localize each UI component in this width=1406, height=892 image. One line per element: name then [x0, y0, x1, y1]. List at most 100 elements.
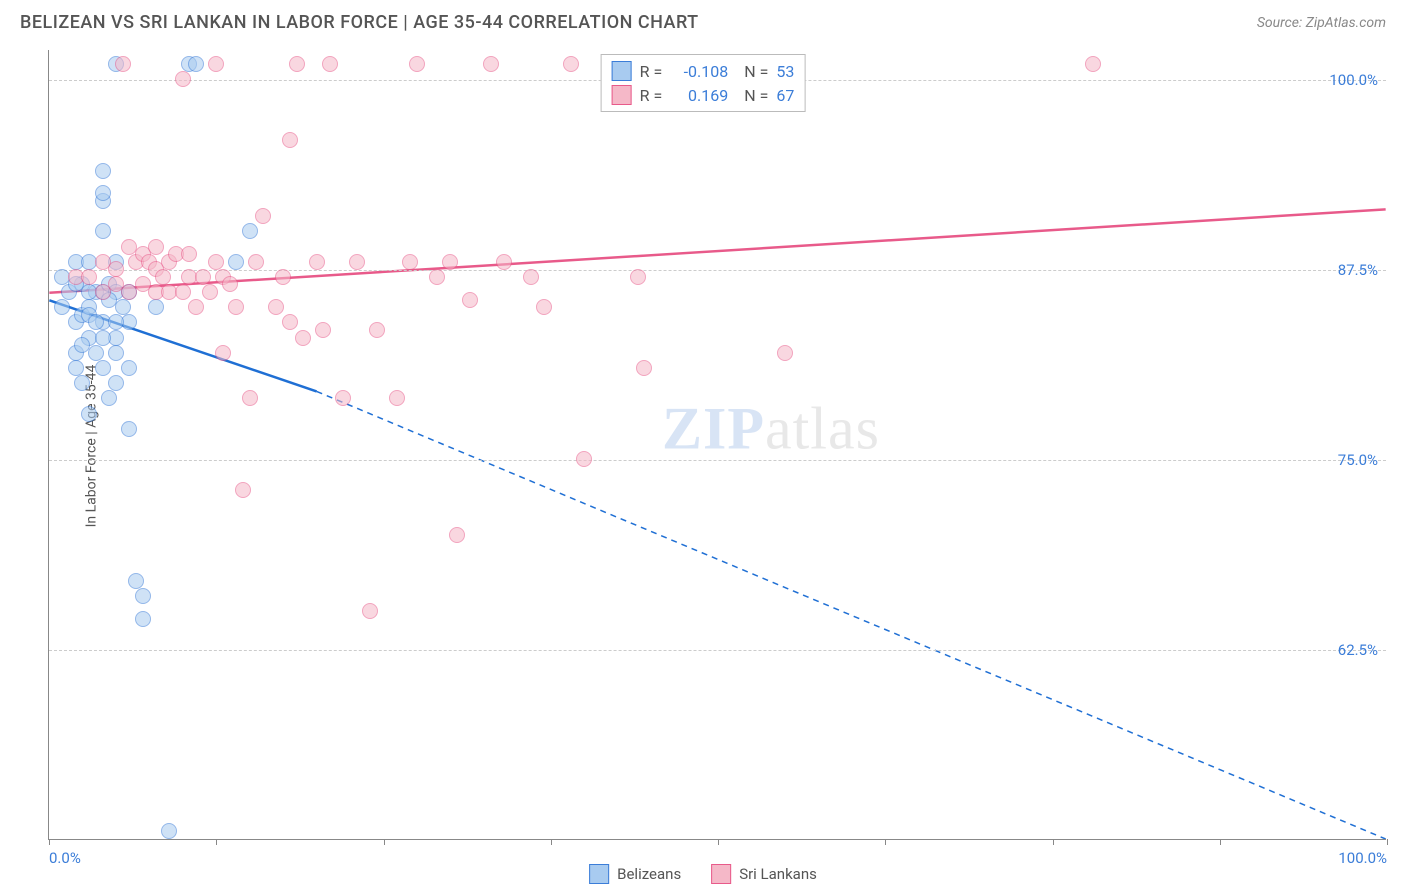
legend-item-belizeans: Belizeans: [589, 864, 681, 884]
watermark: ZIPatlas: [662, 394, 880, 463]
scatter-point-srilankans: [496, 254, 512, 270]
xtick: [49, 839, 50, 845]
xtick: [718, 839, 719, 845]
scatter-point-srilankans: [228, 299, 244, 315]
scatter-point-srilankans: [523, 269, 539, 285]
scatter-point-srilankans: [777, 345, 793, 361]
scatter-point-belizeans: [135, 611, 151, 627]
xtick: [885, 839, 886, 845]
scatter-point-srilankans: [108, 261, 124, 277]
chart-plot-area: ZIPatlas 62.5%75.0%87.5%100.0%0.0%100.0%: [48, 50, 1386, 840]
scatter-point-srilankans: [282, 132, 298, 148]
scatter-point-srilankans: [576, 451, 592, 467]
scatter-point-srilankans: [563, 56, 579, 72]
scatter-point-srilankans: [242, 390, 258, 406]
scatter-point-srilankans: [155, 269, 171, 285]
scatter-point-belizeans: [88, 345, 104, 361]
scatter-point-srilankans: [483, 56, 499, 72]
scatter-point-srilankans: [208, 254, 224, 270]
scatter-point-belizeans: [95, 163, 111, 179]
scatter-point-belizeans: [108, 314, 124, 330]
scatter-point-srilankans: [215, 345, 231, 361]
xtick: [1053, 839, 1054, 845]
xtick: [216, 839, 217, 845]
scatter-point-belizeans: [101, 390, 117, 406]
scatter-point-srilankans: [462, 292, 478, 308]
scatter-point-srilankans: [442, 254, 458, 270]
gridline: [49, 650, 1386, 651]
scatter-point-srilankans: [235, 482, 251, 498]
scatter-point-belizeans: [88, 314, 104, 330]
legend-series: Belizeans Sri Lankans: [589, 864, 817, 884]
r-label: R =: [640, 86, 663, 105]
scatter-point-srilankans: [208, 56, 224, 72]
scatter-point-belizeans: [74, 375, 90, 391]
scatter-point-srilankans: [315, 322, 331, 338]
scatter-point-belizeans: [95, 185, 111, 201]
scatter-point-srilankans: [369, 322, 385, 338]
scatter-point-belizeans: [188, 56, 204, 72]
ytick-label: 87.5%: [1338, 261, 1378, 279]
scatter-point-srilankans: [449, 527, 465, 543]
scatter-point-srilankans: [148, 239, 164, 255]
r-value-belizeans: -0.108: [670, 62, 728, 81]
scatter-point-srilankans: [389, 390, 405, 406]
scatter-point-belizeans: [121, 360, 137, 376]
watermark-zip: ZIP: [662, 395, 765, 461]
scatter-point-srilankans: [115, 56, 131, 72]
scatter-point-srilankans: [335, 390, 351, 406]
r-label: R =: [640, 62, 663, 81]
scatter-point-srilankans: [362, 603, 378, 619]
scatter-point-srilankans: [630, 269, 646, 285]
scatter-point-belizeans: [95, 330, 111, 346]
legend-stats-row-srilankans: R = 0.169 N = 67: [612, 83, 795, 107]
scatter-point-belizeans: [54, 299, 70, 315]
scatter-point-srilankans: [248, 254, 264, 270]
scatter-point-belizeans: [148, 299, 164, 315]
swatch-belizeans: [612, 61, 632, 81]
scatter-point-belizeans: [135, 588, 151, 604]
scatter-point-belizeans: [121, 421, 137, 437]
xtick: [384, 839, 385, 845]
scatter-point-belizeans: [81, 406, 97, 422]
n-value-srilankans: 67: [776, 86, 794, 105]
n-label: N =: [744, 62, 768, 81]
watermark-atlas: atlas: [765, 395, 880, 461]
ytick-label: 62.5%: [1338, 641, 1378, 659]
scatter-point-belizeans: [108, 345, 124, 361]
r-value-srilankans: 0.169: [670, 86, 728, 105]
source-label: Source: ZipAtlas.com: [1257, 15, 1386, 31]
scatter-point-srilankans: [409, 56, 425, 72]
scatter-point-belizeans: [115, 299, 131, 315]
scatter-point-belizeans: [161, 823, 177, 839]
swatch-srilankans: [612, 85, 632, 105]
series-label-belizeans: Belizeans: [617, 865, 681, 883]
gridline: [49, 460, 1386, 461]
scatter-point-srilankans: [222, 276, 238, 292]
scatter-point-srilankans: [81, 269, 97, 285]
scatter-point-belizeans: [95, 360, 111, 376]
scatter-point-belizeans: [228, 254, 244, 270]
scatter-point-srilankans: [255, 208, 271, 224]
scatter-point-srilankans: [349, 254, 365, 270]
legend-item-srilankans: Sri Lankans: [711, 864, 817, 884]
xtick-label: 0.0%: [49, 849, 81, 867]
scatter-point-belizeans: [95, 223, 111, 239]
scatter-point-srilankans: [402, 254, 418, 270]
legend-stats-row-belizeans: R = -0.108 N = 53: [612, 59, 795, 83]
scatter-point-srilankans: [309, 254, 325, 270]
series-label-srilankans: Sri Lankans: [739, 865, 817, 883]
scatter-point-srilankans: [289, 56, 305, 72]
scatter-point-srilankans: [275, 269, 291, 285]
scatter-point-belizeans: [108, 375, 124, 391]
scatter-point-belizeans: [68, 360, 84, 376]
scatter-point-belizeans: [128, 573, 144, 589]
scatter-point-srilankans: [429, 269, 445, 285]
xtick: [1220, 839, 1221, 845]
scatter-point-srilankans: [181, 246, 197, 262]
scatter-point-belizeans: [74, 337, 90, 353]
swatch-belizeans: [589, 864, 609, 884]
n-label: N =: [744, 86, 768, 105]
scatter-point-srilankans: [536, 299, 552, 315]
trendlines-svg: [49, 50, 1386, 839]
